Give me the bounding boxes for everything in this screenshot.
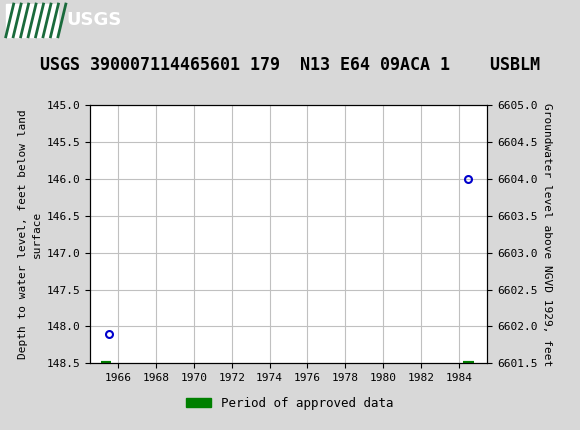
Bar	[6, 4, 58, 37]
Legend: Period of approved data: Period of approved data	[181, 392, 399, 415]
Text: USGS: USGS	[67, 12, 122, 29]
Y-axis label: Groundwater level above NGVD 1929, feet: Groundwater level above NGVD 1929, feet	[542, 103, 552, 366]
Text: USGS 390007114465601 179  N13 E64 09ACA 1    USBLM: USGS 390007114465601 179 N13 E64 09ACA 1…	[40, 56, 540, 74]
Y-axis label: Depth to water level, feet below land
surface: Depth to water level, feet below land su…	[18, 110, 42, 359]
